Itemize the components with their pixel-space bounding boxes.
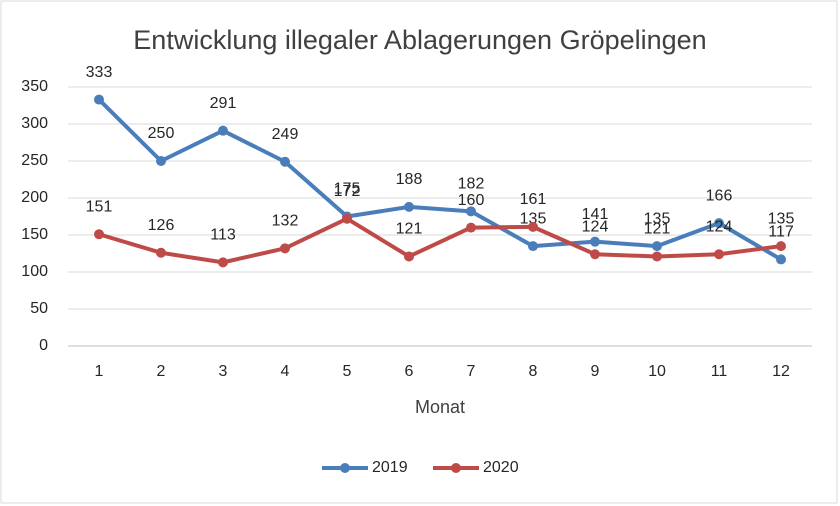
data-label: 135 xyxy=(644,210,671,227)
data-label: 161 xyxy=(520,191,547,208)
data-point xyxy=(404,201,414,212)
data-label: 132 xyxy=(272,213,299,230)
y-tick-label: 250 xyxy=(21,152,48,169)
data-point xyxy=(776,254,786,265)
x-tick-label: 8 xyxy=(529,363,538,380)
data-label: 113 xyxy=(210,227,236,244)
data-label: 141 xyxy=(582,206,609,223)
x-tick-label: 10 xyxy=(648,363,666,380)
data-point xyxy=(714,218,724,229)
data-point xyxy=(528,221,538,232)
data-label: 333 xyxy=(86,64,113,81)
data-point xyxy=(156,247,166,258)
data-point xyxy=(714,249,724,260)
data-point xyxy=(94,94,104,105)
data-label: 166 xyxy=(706,187,733,204)
legend-label: 2019 xyxy=(372,459,408,476)
data-point xyxy=(342,213,352,224)
data-point xyxy=(218,257,228,268)
data-point xyxy=(652,241,662,252)
x-tick-label: 1 xyxy=(95,363,104,380)
data-point xyxy=(94,229,104,240)
x-tick-label: 12 xyxy=(772,363,790,380)
series-line xyxy=(98,216,782,265)
x-tick-label: 6 xyxy=(405,363,414,380)
y-tick-label: 300 xyxy=(21,115,48,132)
data-point xyxy=(156,156,166,166)
x-tick-label: 4 xyxy=(281,363,290,380)
data-label: 135 xyxy=(768,210,795,227)
y-tick-label: 200 xyxy=(21,189,48,206)
data-label: 250 xyxy=(148,125,175,142)
data-label: 291 xyxy=(210,95,237,112)
legend-label: 2020 xyxy=(483,459,519,476)
series-line xyxy=(97,98,783,262)
x-tick-label: 11 xyxy=(711,363,728,380)
y-tick-label: 350 xyxy=(21,78,48,95)
data-point xyxy=(466,222,476,233)
x-tick-label: 5 xyxy=(343,363,352,380)
y-tick-label: 100 xyxy=(21,263,48,280)
data-point xyxy=(590,249,600,260)
data-point xyxy=(590,236,600,247)
x-tick-label: 7 xyxy=(467,363,476,380)
data-point xyxy=(218,125,228,136)
data-label: 121 xyxy=(396,221,423,238)
y-tick-label: 50 xyxy=(30,300,48,317)
data-label: 117 xyxy=(768,224,794,241)
data-label: 121 xyxy=(644,221,671,238)
y-tick-label: 0 xyxy=(39,337,48,354)
data-label: 124 xyxy=(582,218,609,235)
data-point xyxy=(280,156,290,167)
x-tick-label: 9 xyxy=(591,363,600,380)
chart-title: Entwicklung illegaler Ablagerungen Gröpe… xyxy=(133,25,706,55)
data-label: 182 xyxy=(458,176,485,193)
data-label: 151 xyxy=(86,198,113,215)
x-axis-title: Monat xyxy=(415,397,465,417)
data-point xyxy=(466,206,476,217)
data-point xyxy=(280,243,290,254)
x-tick-label: 3 xyxy=(219,363,228,380)
x-tick-label: 2 xyxy=(157,363,166,380)
data-point xyxy=(404,251,414,262)
data-label: 175 xyxy=(334,181,361,198)
data-label: 135 xyxy=(520,210,547,227)
data-point xyxy=(776,241,786,252)
data-label: 126 xyxy=(148,217,175,234)
y-tick-label: 150 xyxy=(21,226,48,243)
data-label: 160 xyxy=(458,192,485,209)
legend-marker xyxy=(451,463,461,473)
data-label: 188 xyxy=(396,171,423,188)
data-point xyxy=(652,251,662,262)
data-point xyxy=(528,241,538,252)
data-label: 124 xyxy=(706,218,733,235)
data-label: 249 xyxy=(272,126,299,143)
data-label: 172 xyxy=(334,183,361,200)
legend-marker xyxy=(340,463,350,473)
